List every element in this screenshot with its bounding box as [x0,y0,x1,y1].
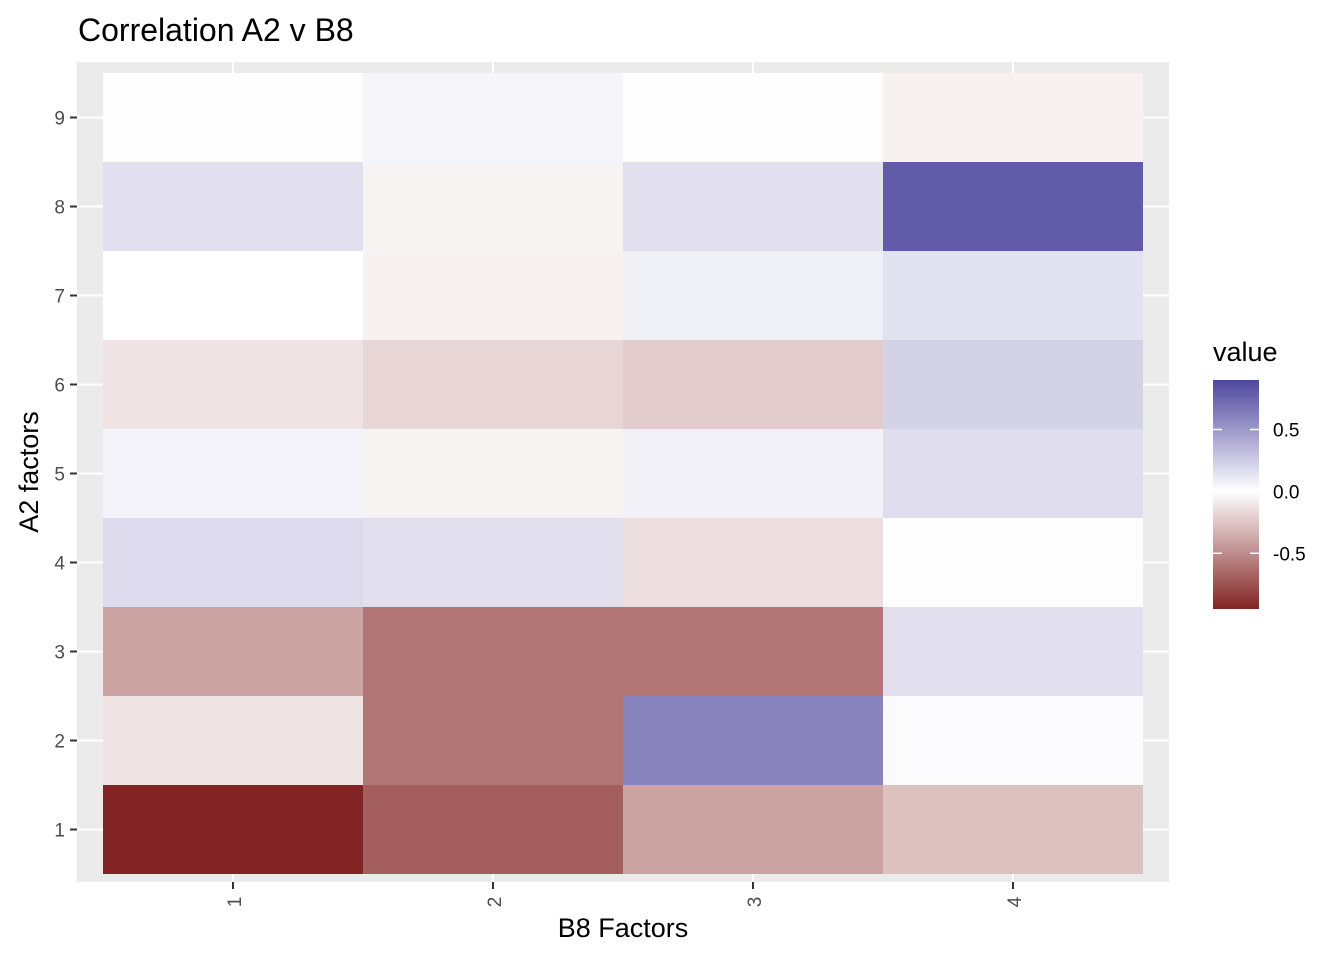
heatmap-tile [103,73,363,162]
heatmap-tile [623,607,883,696]
legend-tick-label: -0.5 [1273,544,1306,565]
heatmap-tile [103,429,363,518]
heatmap-tile [363,340,623,429]
heatmap-tile [363,251,623,340]
heatmap-tiles [103,73,1143,874]
heatmap-tile [883,251,1143,340]
legend-colorbar [1213,380,1259,609]
heatmap-tile [883,785,1143,874]
y-tick-label: 7 [54,287,65,308]
x-tick-label: 1 [225,897,246,908]
x-axis-label: B8 Factors [558,913,689,943]
heatmap-tile [883,162,1143,251]
x-tick-label: 4 [1005,896,1026,907]
y-tick-label: 3 [54,643,65,664]
x-axis-ticks: 1 2 3 4 [225,882,1026,907]
heatmap-tile [623,696,883,785]
legend-tick-label: 0.5 [1273,421,1299,442]
heatmap-tile [103,785,363,874]
y-tick-label: 2 [54,732,65,753]
y-tick-label: 9 [54,109,65,130]
y-tick-label: 4 [54,554,65,575]
heatmap-tile [103,340,363,429]
heatmap-tile [883,340,1143,429]
chart-title: Correlation A2 v B8 [78,12,354,48]
heatmap-tile [883,73,1143,162]
heatmap-tile [883,696,1143,785]
legend: value 0.5 0.0 -0.5 [1213,337,1306,609]
heatmap-tile [103,607,363,696]
x-tick-label: 2 [485,897,506,908]
y-tick-label: 1 [54,821,65,842]
heatmap-tile [623,251,883,340]
legend-tick-label: 0.0 [1273,482,1299,503]
heatmap-tile [623,340,883,429]
heatmap-tile [103,518,363,607]
heatmap-tile [363,429,623,518]
heatmap-tile [623,162,883,251]
heatmap-tile [363,607,623,696]
y-axis-label: A2 factors [14,411,44,533]
heatmap-tile [103,162,363,251]
y-tick-label: 5 [54,465,65,486]
heatmap-tile [103,251,363,340]
heatmap-tile [363,162,623,251]
heatmap-tile [363,696,623,785]
heatmap-tile [623,429,883,518]
heatmap-tile [363,785,623,874]
legend-title: value [1213,337,1278,367]
heatmap-tile [363,518,623,607]
y-axis-ticks: 1 2 3 4 5 6 7 8 9 [54,109,77,842]
x-tick-label: 3 [745,897,766,908]
heatmap-tile [883,429,1143,518]
y-tick-label: 8 [54,198,65,219]
heatmap-tile [103,696,363,785]
heatmap-tile [883,607,1143,696]
heatmap-tile [883,518,1143,607]
y-tick-label: 6 [54,376,65,397]
heatmap-tile [363,73,623,162]
legend-ticks: 0.5 0.0 -0.5 [1213,421,1306,565]
heatmap-tile [623,785,883,874]
heatmap-tile [623,73,883,162]
heatmap-tile [623,518,883,607]
